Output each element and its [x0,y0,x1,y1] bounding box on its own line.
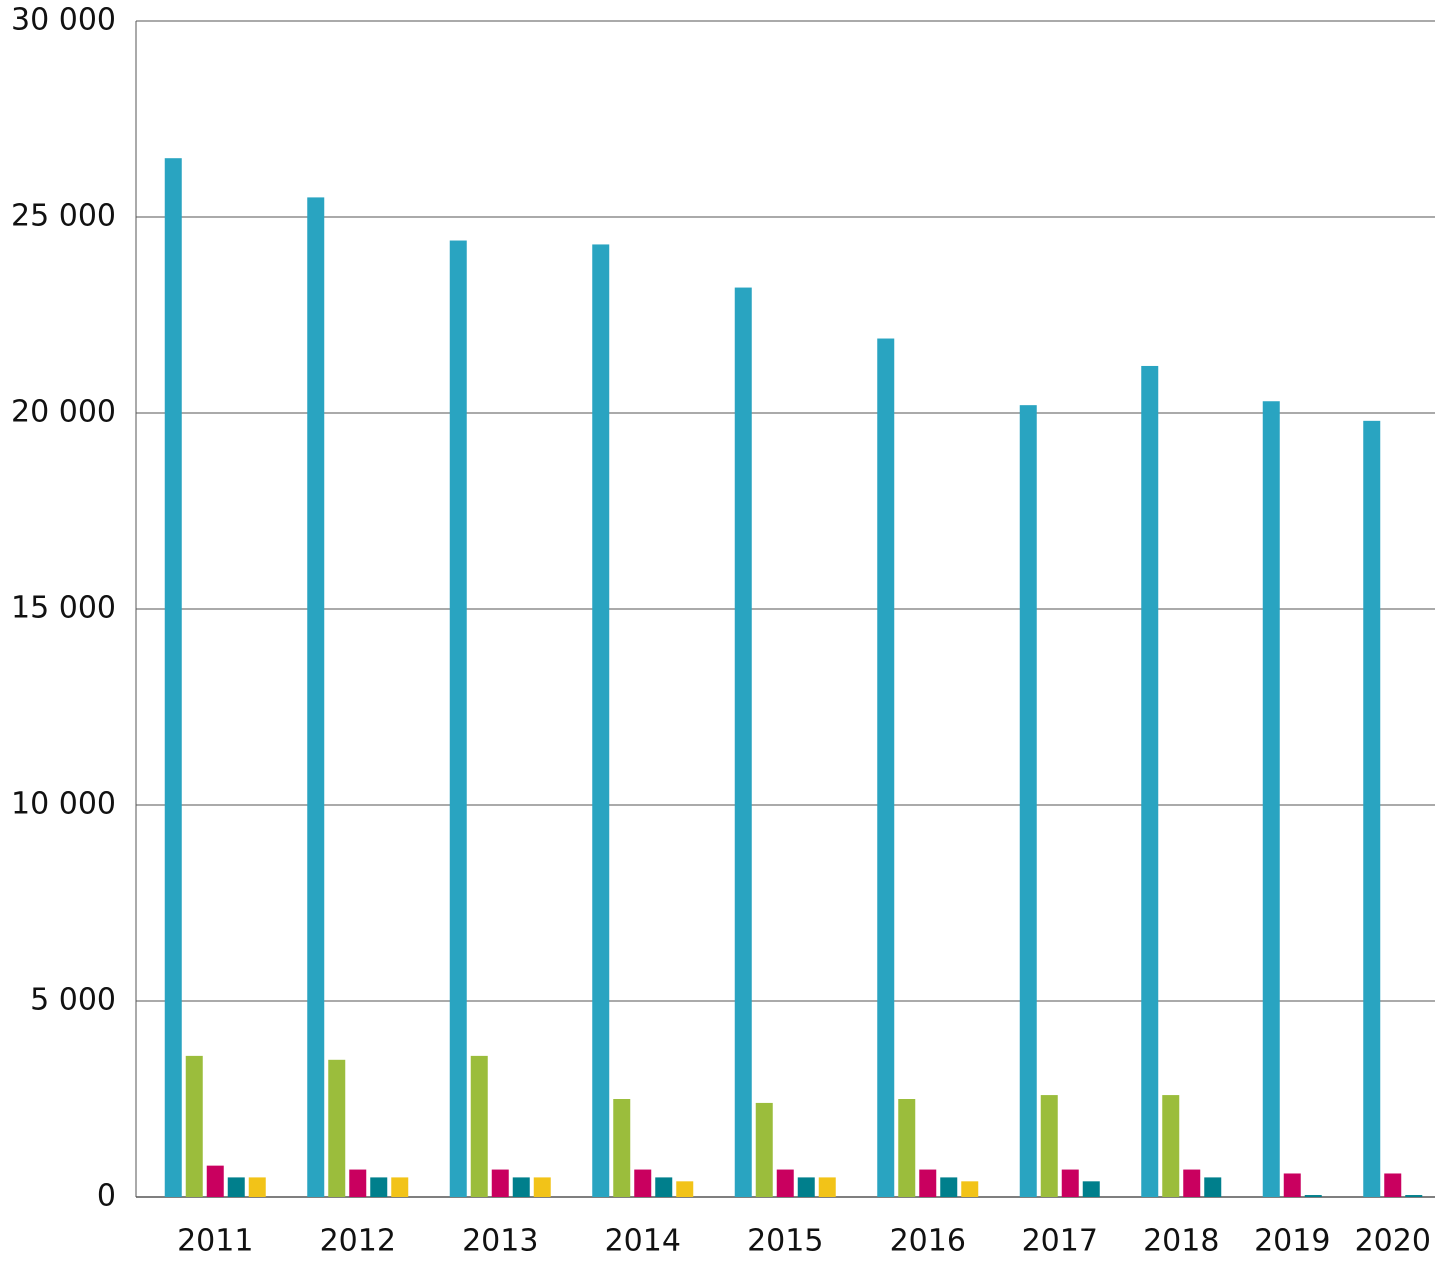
bar [655,1177,673,1197]
bar [755,1102,773,1197]
bar [592,244,610,1197]
bar [1384,1173,1402,1197]
x-tick-label: 2017 [1022,1224,1098,1259]
y-tick-label: 0 [97,1179,116,1214]
x-tick-label: 2018 [1143,1224,1219,1259]
y-tick-label: 30 000 [11,3,116,38]
bar [349,1169,367,1197]
x-tick-label: 2015 [747,1224,823,1259]
bar [1304,1195,1322,1197]
bar [919,1169,937,1197]
bar [491,1169,509,1197]
y-tick-label: 20 000 [11,395,116,430]
y-tick-label: 25 000 [11,199,116,234]
bar [961,1181,979,1197]
bar [940,1177,958,1197]
bar [1162,1095,1180,1197]
bar [227,1177,245,1197]
bar [307,197,325,1197]
x-tick-label: 2013 [462,1224,538,1259]
bar [1061,1169,1079,1197]
x-tick-label: 2014 [605,1224,681,1259]
bar [328,1059,346,1197]
bar [533,1177,551,1197]
bar [1183,1169,1201,1197]
bar [1019,405,1037,1197]
bar [470,1055,488,1197]
bar [797,1177,815,1197]
bar [512,1177,530,1197]
bar [1363,420,1381,1198]
bar [370,1177,388,1197]
bar [734,287,752,1197]
bar [1040,1095,1058,1197]
bar [1262,401,1280,1197]
bar [634,1169,652,1197]
bar [818,1177,836,1197]
bar [391,1177,409,1197]
bar [776,1169,794,1197]
bar [1082,1181,1100,1197]
y-tick-label: 15 000 [11,591,116,626]
bar [1283,1173,1301,1197]
bar [185,1055,203,1197]
bar [877,338,895,1197]
x-tick-label: 2019 [1254,1224,1330,1259]
x-tick-label: 2012 [320,1224,396,1259]
bar [1204,1177,1222,1197]
bar [206,1165,224,1197]
bar [613,1099,631,1197]
y-tick-label: 10 000 [11,787,116,822]
bar [1405,1195,1423,1197]
bar [248,1177,266,1197]
bar [449,240,467,1197]
bar [1141,365,1159,1198]
bar [676,1181,694,1197]
bar [164,158,182,1198]
x-tick-label: 2011 [177,1224,253,1259]
bar [898,1099,916,1197]
x-tick-label: 2016 [890,1224,966,1259]
x-tick-label: 2020 [1355,1224,1431,1259]
y-tick-label: 5 000 [30,983,116,1018]
